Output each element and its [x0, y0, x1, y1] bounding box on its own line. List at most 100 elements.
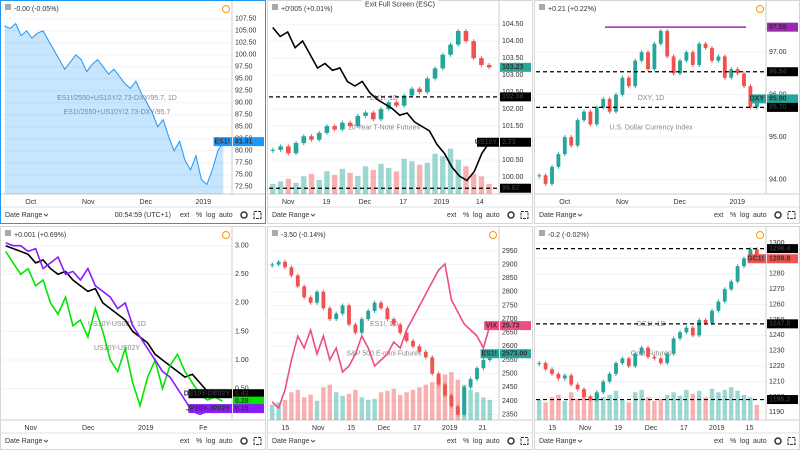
candle-body — [697, 43, 702, 65]
fullscreen-button[interactable] — [253, 211, 262, 219]
price-tag — [767, 22, 798, 32]
fullscreen-button[interactable] — [787, 437, 796, 445]
legend-change: +0'005 (+0.01%) — [281, 6, 333, 13]
clock-icon[interactable] — [756, 5, 764, 13]
candle-body — [463, 30, 469, 42]
settings-button[interactable] — [507, 437, 515, 445]
scale-option[interactable]: log — [740, 212, 749, 219]
scale-option[interactable]: auto — [486, 212, 500, 219]
x-tick-label: 15 — [746, 425, 754, 432]
scale-option[interactable]: ext — [714, 438, 723, 445]
scale-option[interactable]: % — [463, 438, 469, 445]
scale-option[interactable]: auto — [486, 438, 500, 445]
date-range-button[interactable]: Date Range — [272, 212, 309, 219]
exit-hint-box[interactable] — [362, 0, 438, 9]
date-range-button[interactable]: Date Range — [5, 212, 42, 219]
price-tag — [500, 321, 531, 331]
scale-option[interactable]: log — [473, 212, 482, 219]
candle-body — [658, 30, 663, 44]
scale-option[interactable]: log — [473, 438, 482, 445]
fullscreen-button[interactable] — [520, 437, 529, 445]
candle-body — [639, 347, 644, 354]
price-tag — [233, 396, 264, 406]
price-tag-value: 1289.8 — [769, 256, 791, 263]
volume-bar — [324, 171, 330, 194]
y-tick-label: 2750 — [502, 302, 518, 309]
candle-body — [703, 43, 708, 48]
candle-body — [742, 73, 746, 87]
scale-option[interactable]: auto — [219, 438, 233, 445]
date-range-button[interactable]: Date Range — [539, 438, 576, 445]
clock-icon[interactable] — [222, 5, 230, 13]
candle-body — [665, 353, 670, 364]
symbol-watermark: ES1!/2550+US10Y/2.73-DXY/95.7, 1D — [57, 95, 177, 102]
date-range-button[interactable]: Date Range — [5, 438, 42, 445]
settings-button[interactable] — [240, 437, 248, 445]
y-tick-label: 104.00 — [502, 38, 524, 45]
dropdown-arrow[interactable] — [310, 439, 316, 443]
scale-option[interactable]: ext — [447, 438, 456, 445]
fullscreen-button[interactable] — [253, 437, 262, 445]
volume-bar — [424, 162, 431, 194]
y-tick-label: 1210 — [769, 378, 785, 385]
volume-bar — [397, 394, 403, 420]
panel[interactable] — [267, 226, 533, 450]
settings-button[interactable] — [507, 211, 515, 219]
scale-option[interactable]: ext — [447, 212, 456, 219]
candle-body — [588, 396, 593, 400]
settings-button[interactable] — [774, 437, 782, 445]
y-tick-label: 1280 — [769, 271, 785, 278]
scale-option[interactable]: % — [196, 212, 202, 219]
scale-option[interactable]: ext — [180, 212, 189, 219]
volume-bar — [362, 166, 369, 194]
description-watermark: US10Y-US02Y — [94, 345, 140, 352]
settings-button[interactable] — [774, 211, 782, 219]
scale-option[interactable]: auto — [219, 212, 233, 219]
price-tag — [500, 349, 531, 359]
clock-icon[interactable] — [489, 231, 497, 239]
x-tick-label: Nov — [282, 199, 295, 206]
candle-body — [309, 136, 314, 140]
date-range-button[interactable]: Date Range — [272, 438, 309, 445]
candle-body — [543, 175, 548, 184]
dropdown-arrow[interactable] — [310, 213, 316, 217]
scale-option[interactable]: auto — [753, 212, 767, 219]
exit-fullscreen-hint[interactable]: Exit Full Screen (ESC) — [365, 1, 435, 8]
scale-option[interactable]: log — [206, 438, 215, 445]
dropdown-arrow[interactable] — [577, 213, 583, 217]
volume-bar — [423, 384, 429, 420]
volume-bar — [417, 387, 422, 420]
scale-option[interactable]: auto — [753, 438, 767, 445]
clock-icon[interactable] — [756, 231, 764, 239]
x-tick-label: 21 — [479, 425, 487, 432]
scale-option[interactable]: log — [740, 438, 749, 445]
settings-button[interactable] — [240, 211, 248, 219]
panel[interactable] — [267, 0, 533, 224]
scale-option[interactable]: ext — [714, 212, 723, 219]
clock-icon[interactable] — [222, 231, 230, 239]
scale-option[interactable]: log — [206, 212, 215, 219]
dropdown-arrow[interactable] — [577, 439, 583, 443]
dropdown-arrow[interactable] — [43, 213, 49, 217]
price-tag-value: 2.73 — [502, 139, 516, 146]
scale-option[interactable]: % — [730, 438, 736, 445]
scale-option[interactable]: % — [463, 212, 469, 219]
fullscreen-button[interactable] — [520, 211, 529, 219]
x-tick-label: 19 — [323, 199, 331, 206]
candle-body — [475, 368, 479, 380]
candle-body — [620, 77, 625, 95]
description-watermark: U.S. Dollar Currency Index — [609, 125, 693, 132]
price-tag — [767, 102, 798, 112]
y-tick-label: 2550 — [502, 357, 518, 364]
fullscreen-button[interactable] — [787, 211, 796, 219]
dropdown-arrow[interactable] — [43, 439, 49, 443]
candle-body — [289, 267, 294, 276]
scale-option[interactable]: ext — [180, 438, 189, 445]
volume-bar — [735, 390, 740, 420]
date-range-button[interactable]: Date Range — [539, 212, 576, 219]
candle-body — [633, 60, 638, 87]
scale-option[interactable]: % — [196, 438, 202, 445]
candle-body — [614, 363, 618, 374]
scale-option[interactable]: % — [730, 212, 736, 219]
